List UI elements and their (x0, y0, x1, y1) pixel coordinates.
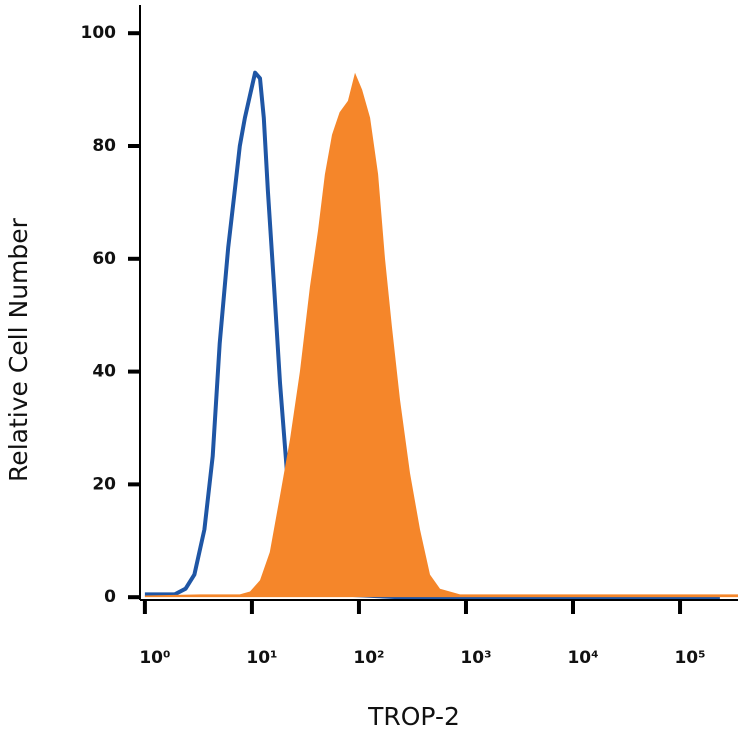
y-tick-label: 20 (92, 474, 116, 494)
y-tick-label: 60 (92, 249, 116, 269)
x-tick-label: 10⁵ (674, 648, 705, 668)
x-axis-label: TROP-2 (367, 702, 460, 731)
line (144, 70, 720, 600)
y-tick-label: 100 (81, 23, 117, 43)
x-tick-label: 10⁴ (567, 648, 598, 668)
x-tick-label: 10² (353, 648, 384, 668)
y-tick-label: 0 (104, 587, 116, 607)
y-axis-label: Relative Cell Number (4, 217, 33, 482)
y-tick-label: 80 (92, 136, 116, 156)
x-tick-label: 10⁰ (139, 648, 170, 668)
y-tick-label: 40 (92, 362, 116, 382)
x-tick-label: 10³ (460, 648, 491, 668)
area (144, 72, 738, 598)
x-tick-label: 10¹ (246, 648, 277, 668)
